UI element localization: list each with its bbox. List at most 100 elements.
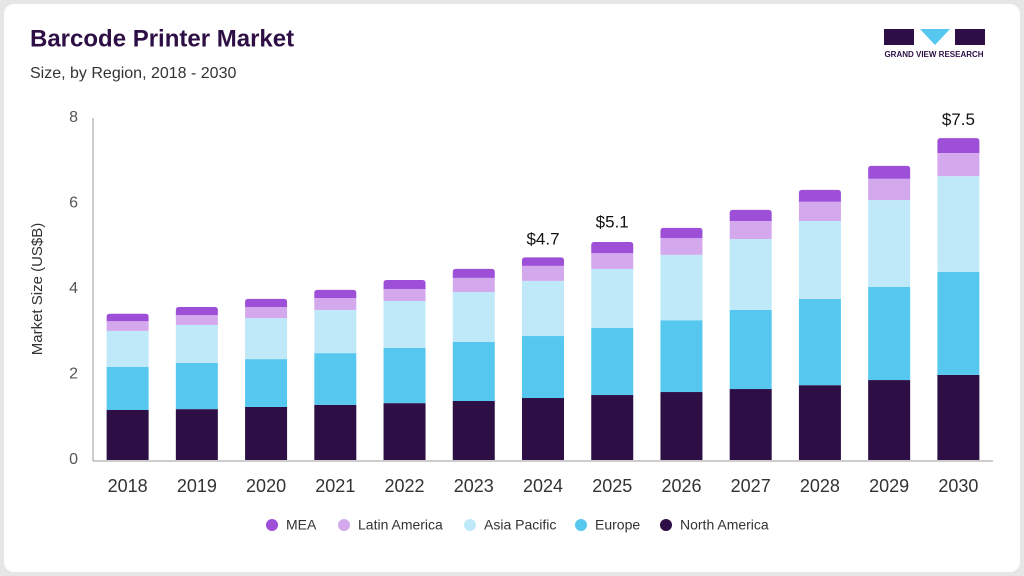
x-tick-label: 2030 xyxy=(938,476,978,496)
bar-segment xyxy=(522,336,564,399)
bar-segment xyxy=(452,277,495,292)
bar-segment xyxy=(729,221,772,239)
legend-label: Asia Pacific xyxy=(484,517,556,533)
legend-swatch xyxy=(266,519,278,531)
x-tick-label: 2020 xyxy=(246,476,286,496)
bar-segment xyxy=(937,153,980,177)
legend-label: North America xyxy=(680,517,769,533)
bar-segment xyxy=(175,362,218,410)
bar-segment xyxy=(868,380,911,460)
legend-label: Europe xyxy=(595,517,640,533)
y-tick-label: 0 xyxy=(69,451,78,468)
bar-segment xyxy=(591,241,634,254)
bar-segment xyxy=(522,265,564,281)
bar-segment xyxy=(314,404,357,460)
bar-segment xyxy=(522,398,564,460)
bar-segment xyxy=(106,409,149,460)
bar-segment xyxy=(729,238,772,310)
bar-segment xyxy=(798,298,841,386)
bar-segment xyxy=(522,280,564,337)
bar-segment xyxy=(314,289,357,298)
x-tick-label: 2019 xyxy=(177,476,217,496)
bar-segment xyxy=(660,254,703,321)
x-tick-label: 2023 xyxy=(454,476,494,496)
bar-segment xyxy=(937,374,980,460)
bar-segment xyxy=(245,298,288,307)
bar-segment xyxy=(175,315,218,325)
bar-segment xyxy=(591,395,634,460)
logo-block xyxy=(955,29,985,45)
bar-segment xyxy=(591,268,634,328)
bar-segment xyxy=(383,289,426,301)
bar-segment xyxy=(245,306,288,319)
bar-segment xyxy=(729,389,772,460)
bar-segment xyxy=(868,165,911,179)
y-tick-label: 2 xyxy=(69,366,78,383)
total-label: $4.7 xyxy=(526,230,559,249)
legend-label: Latin America xyxy=(358,517,443,533)
legend-swatch xyxy=(338,519,350,531)
bar-segment xyxy=(245,359,288,407)
bar-segment xyxy=(591,253,634,269)
x-tick-label: 2029 xyxy=(869,476,909,496)
x-tick-label: 2025 xyxy=(592,476,632,496)
legend-swatch xyxy=(464,519,476,531)
bar-segment xyxy=(452,401,495,460)
chart-title: Barcode Printer Market xyxy=(30,25,294,52)
bar-segment xyxy=(591,327,634,396)
bar-segment xyxy=(452,268,495,278)
y-tick-label: 6 xyxy=(69,195,78,212)
y-tick-label: 8 xyxy=(69,109,78,126)
x-tick-label: 2022 xyxy=(385,476,425,496)
bar-segment xyxy=(798,189,841,202)
bar-segment xyxy=(383,280,426,289)
x-tick-label: 2026 xyxy=(661,476,701,496)
bar-segment xyxy=(383,403,426,460)
bar-segment xyxy=(660,392,703,460)
bar-segment xyxy=(175,324,218,363)
bar-segment xyxy=(106,321,149,331)
legend-swatch xyxy=(660,519,672,531)
bar-segment xyxy=(106,313,149,322)
bar-segment xyxy=(314,297,357,310)
bar-segment xyxy=(522,257,564,266)
y-axis-label: Market Size (US$B) xyxy=(29,223,46,356)
bar-segment xyxy=(798,201,841,222)
x-tick-label: 2027 xyxy=(731,476,771,496)
bar-segment xyxy=(729,309,772,390)
y-tick-label: 4 xyxy=(69,280,78,297)
x-tick-label: 2024 xyxy=(523,476,563,496)
bar-segment xyxy=(660,238,703,255)
bar-segment xyxy=(245,318,288,360)
x-tick-label: 2021 xyxy=(315,476,355,496)
bar-segment xyxy=(452,291,495,343)
legend-swatch xyxy=(575,519,587,531)
bar-segment xyxy=(175,409,218,460)
logo-text: GRAND VIEW RESEARCH xyxy=(884,50,983,59)
bar-segment xyxy=(106,366,149,410)
x-tick-label: 2028 xyxy=(800,476,840,496)
logo-block xyxy=(884,29,914,45)
bar-segment xyxy=(868,178,911,201)
logo: GRAND VIEW RESEARCH xyxy=(884,29,985,59)
x-tick-label: 2018 xyxy=(108,476,148,496)
bar-segment xyxy=(868,286,911,381)
total-label: $5.1 xyxy=(596,212,629,231)
card xyxy=(4,4,1020,572)
bar-segment xyxy=(937,271,980,375)
bar-segment xyxy=(798,221,841,299)
logo-triangle xyxy=(920,29,950,45)
bar-segment xyxy=(660,227,703,239)
bar-segment xyxy=(868,200,911,287)
bar-segment xyxy=(729,209,772,222)
legend-label: MEA xyxy=(286,517,317,533)
chart-subtitle: Size, by Region, 2018 - 2030 xyxy=(30,65,236,82)
bar-segment xyxy=(660,320,703,393)
bar-segment xyxy=(314,309,357,354)
bar-segment xyxy=(106,330,149,367)
total-label: $7.5 xyxy=(942,110,975,129)
bar-segment xyxy=(937,176,980,272)
bar-segment xyxy=(798,385,841,460)
